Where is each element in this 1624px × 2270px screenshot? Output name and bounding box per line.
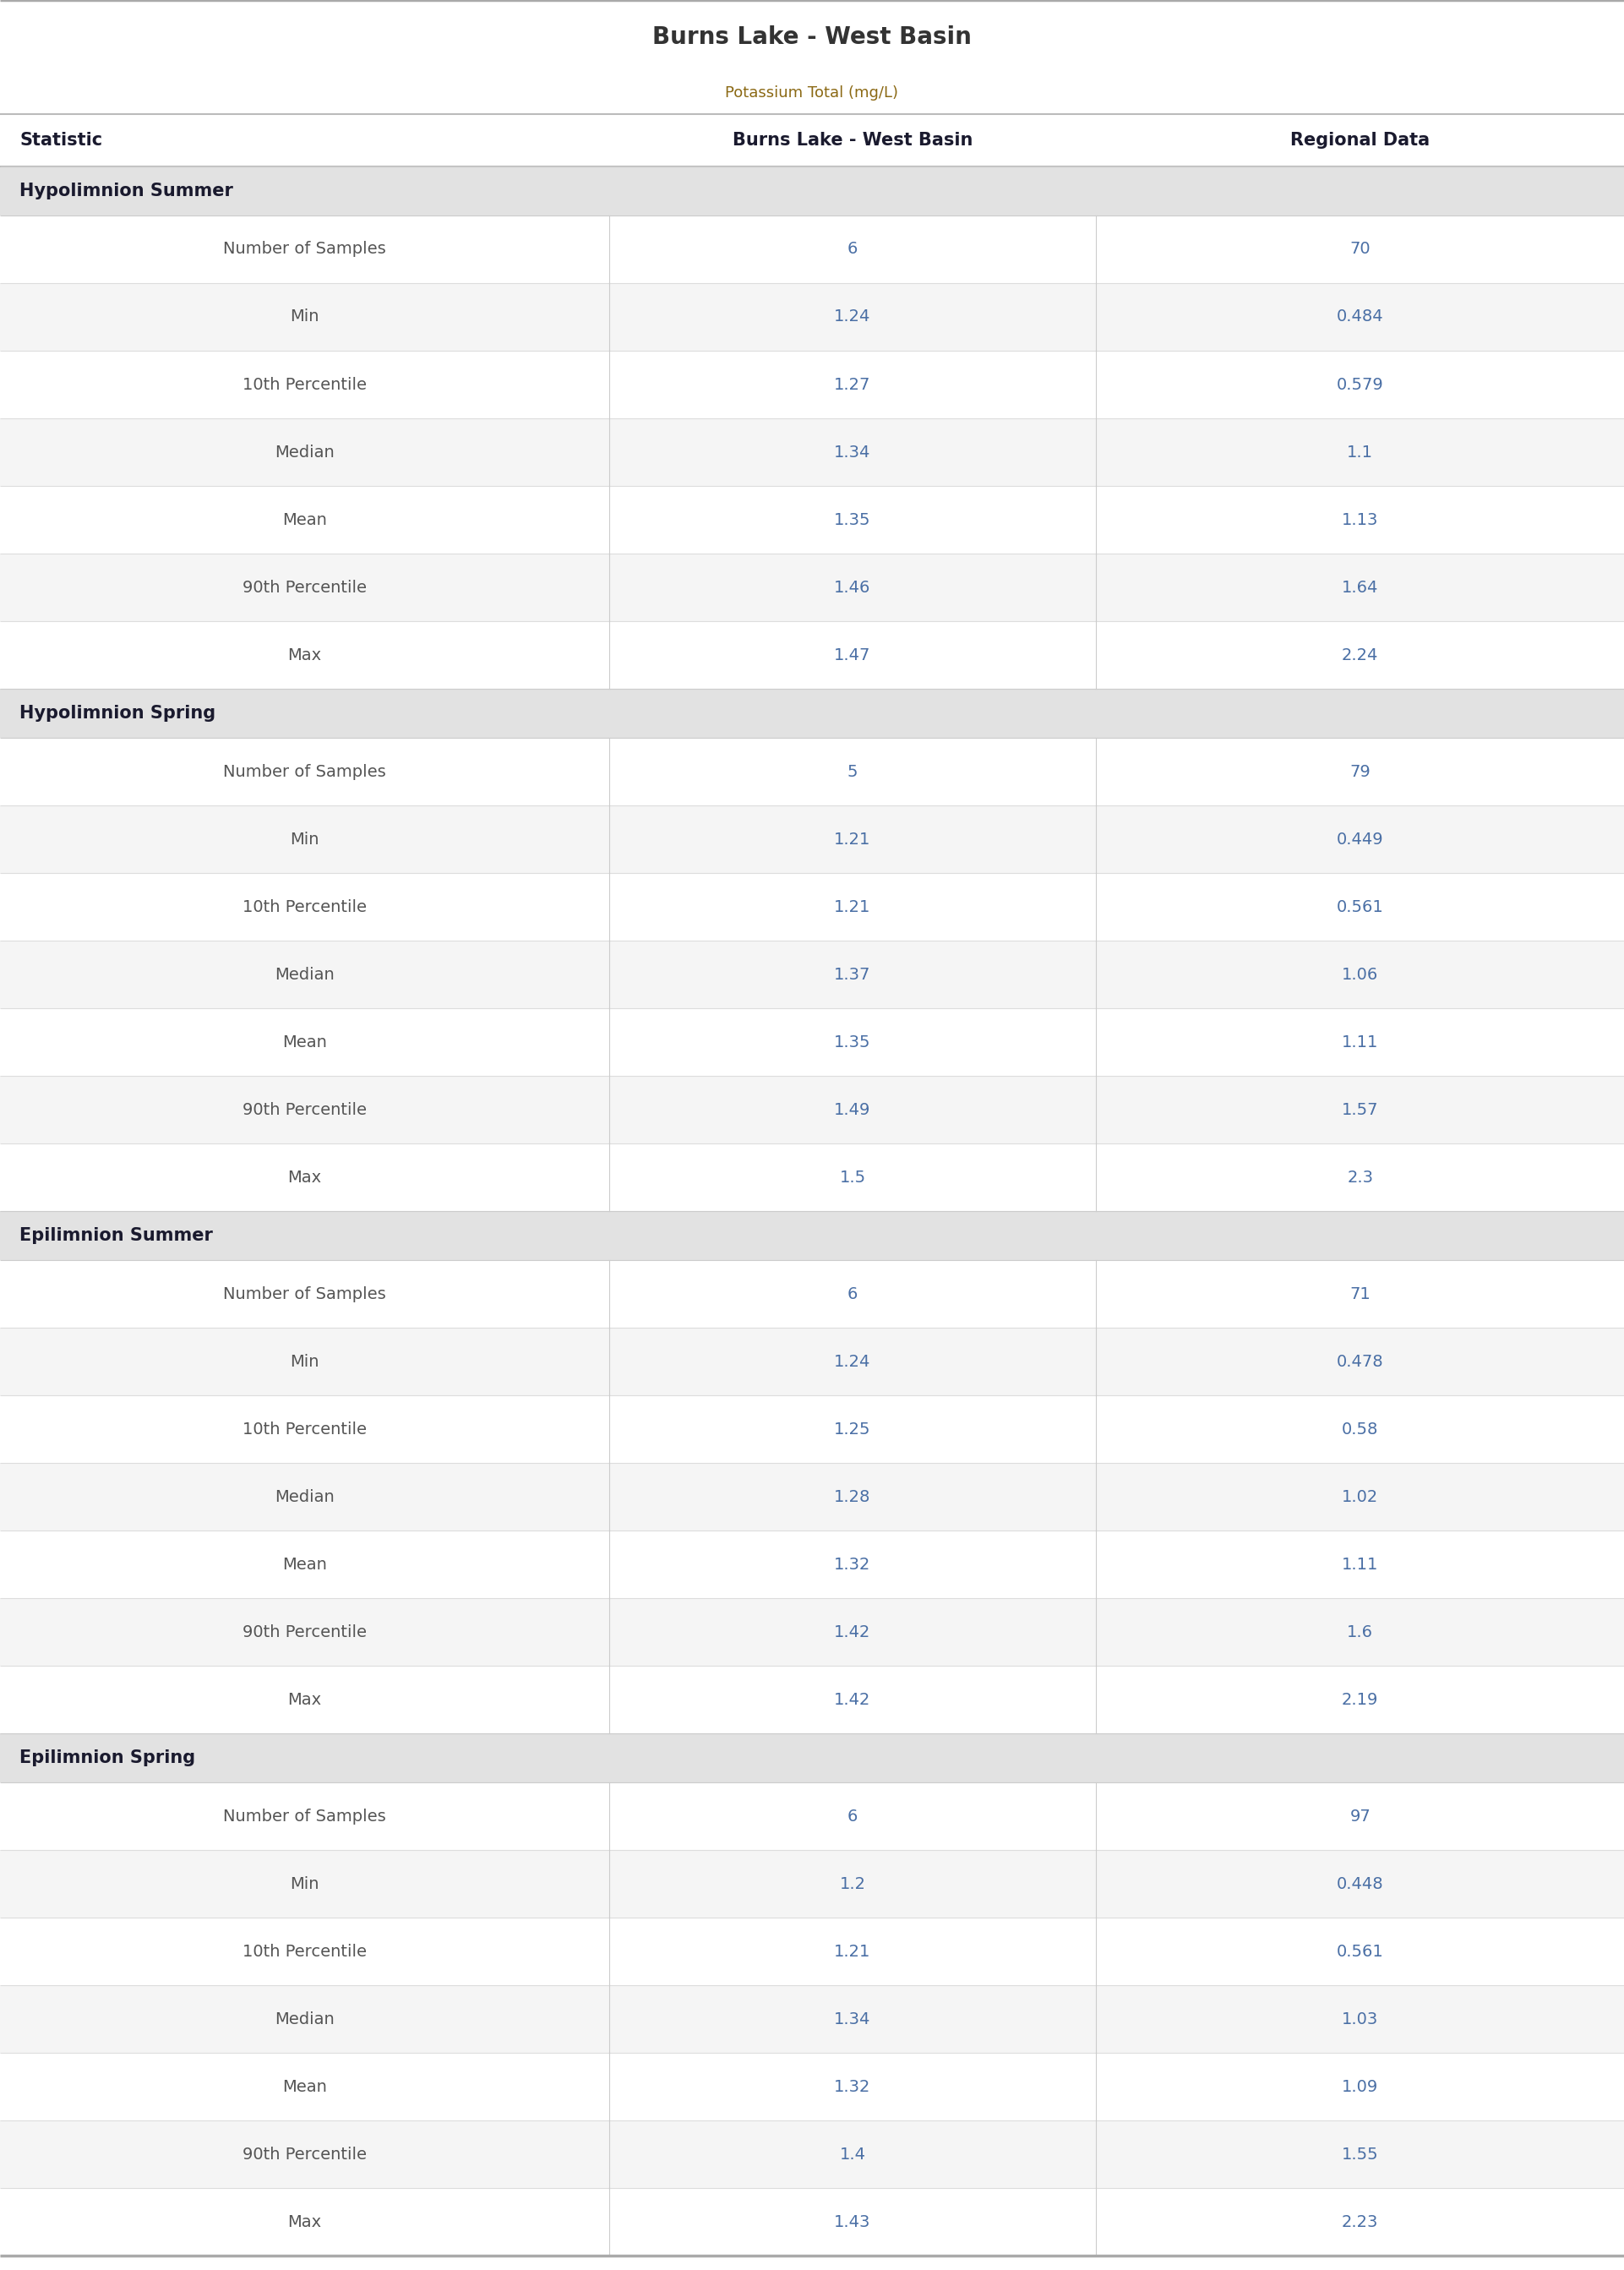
Text: 1.27: 1.27 — [835, 377, 870, 393]
Text: 1.25: 1.25 — [835, 1421, 870, 1437]
Text: 1.24: 1.24 — [835, 309, 870, 325]
Text: 6: 6 — [848, 1809, 857, 1825]
Text: 90th Percentile: 90th Percentile — [242, 1623, 367, 1639]
Text: 1.43: 1.43 — [835, 2213, 870, 2229]
Text: Min: Min — [291, 1353, 318, 1369]
Text: 2.19: 2.19 — [1341, 1691, 1379, 1707]
Text: 0.448: 0.448 — [1337, 1875, 1384, 1891]
Text: Mean: Mean — [283, 2079, 326, 2095]
Text: Epilimnion Spring: Epilimnion Spring — [19, 1750, 195, 1766]
Text: Max: Max — [287, 647, 322, 663]
Text: 1.4: 1.4 — [840, 2145, 866, 2163]
Text: 1.34: 1.34 — [835, 2011, 870, 2027]
Text: 1.03: 1.03 — [1341, 2011, 1379, 2027]
Text: Mean: Mean — [283, 1035, 326, 1051]
Text: Number of Samples: Number of Samples — [222, 1285, 387, 1303]
Text: Median: Median — [274, 2011, 335, 2027]
Text: 10th Percentile: 10th Percentile — [242, 1421, 367, 1437]
Text: Max: Max — [287, 1691, 322, 1707]
Text: Epilimnion Summer: Epilimnion Summer — [19, 1228, 213, 1244]
Text: Min: Min — [291, 1875, 318, 1891]
Text: Median: Median — [274, 445, 335, 461]
Text: Hypolimnion Summer: Hypolimnion Summer — [19, 182, 234, 200]
Text: 5: 5 — [848, 763, 857, 779]
Text: 1.28: 1.28 — [835, 1489, 870, 1505]
Text: 2.23: 2.23 — [1341, 2213, 1379, 2229]
Text: 1.32: 1.32 — [835, 1557, 870, 1573]
Text: Number of Samples: Number of Samples — [222, 241, 387, 257]
Text: 1.37: 1.37 — [835, 967, 870, 983]
Text: 1.5: 1.5 — [840, 1169, 866, 1185]
Text: 0.58: 0.58 — [1341, 1421, 1379, 1437]
Text: Min: Min — [291, 309, 318, 325]
Text: 0.478: 0.478 — [1337, 1353, 1384, 1369]
Text: 1.47: 1.47 — [835, 647, 870, 663]
Text: 1.21: 1.21 — [835, 831, 870, 847]
Text: 1.35: 1.35 — [835, 511, 870, 529]
Text: Number of Samples: Number of Samples — [222, 1809, 387, 1825]
Text: 79: 79 — [1350, 763, 1371, 779]
Text: Statistic: Statistic — [19, 132, 102, 150]
Text: Hypolimnion Spring: Hypolimnion Spring — [19, 704, 216, 722]
Text: 1.35: 1.35 — [835, 1035, 870, 1051]
Text: Median: Median — [274, 967, 335, 983]
Text: 2.24: 2.24 — [1341, 647, 1379, 663]
Text: 1.02: 1.02 — [1341, 1489, 1379, 1505]
Text: Max: Max — [287, 2213, 322, 2229]
Text: 10th Percentile: 10th Percentile — [242, 1943, 367, 1959]
Text: 90th Percentile: 90th Percentile — [242, 2145, 367, 2163]
Text: 1.64: 1.64 — [1341, 579, 1379, 595]
Text: Potassium Total (mg/L): Potassium Total (mg/L) — [726, 86, 898, 100]
Text: 1.49: 1.49 — [835, 1101, 870, 1117]
Text: 1.34: 1.34 — [835, 445, 870, 461]
Text: 1.42: 1.42 — [835, 1691, 870, 1707]
Text: 71: 71 — [1350, 1285, 1371, 1303]
Text: 1.32: 1.32 — [835, 2079, 870, 2095]
Text: Number of Samples: Number of Samples — [222, 763, 387, 779]
Text: 1.11: 1.11 — [1341, 1557, 1379, 1573]
Text: Mean: Mean — [283, 511, 326, 529]
Text: 1.21: 1.21 — [835, 1943, 870, 1959]
Text: 6: 6 — [848, 241, 857, 257]
Text: 1.46: 1.46 — [835, 579, 870, 595]
Text: 0.484: 0.484 — [1337, 309, 1384, 325]
Text: Regional Data: Regional Data — [1291, 132, 1429, 150]
Text: 10th Percentile: 10th Percentile — [242, 899, 367, 915]
Text: 1.06: 1.06 — [1341, 967, 1379, 983]
Text: 0.561: 0.561 — [1337, 899, 1384, 915]
Text: 1.57: 1.57 — [1341, 1101, 1379, 1117]
Text: 1.24: 1.24 — [835, 1353, 870, 1369]
Text: 0.561: 0.561 — [1337, 1943, 1384, 1959]
Text: 97: 97 — [1350, 1809, 1371, 1825]
Text: 1.11: 1.11 — [1341, 1035, 1379, 1051]
Text: 2.3: 2.3 — [1346, 1169, 1374, 1185]
Text: 1.55: 1.55 — [1341, 2145, 1379, 2163]
Text: 0.449: 0.449 — [1337, 831, 1384, 847]
Text: 70: 70 — [1350, 241, 1371, 257]
Text: 90th Percentile: 90th Percentile — [242, 579, 367, 595]
Text: 1.42: 1.42 — [835, 1623, 870, 1639]
Text: 10th Percentile: 10th Percentile — [242, 377, 367, 393]
Text: Mean: Mean — [283, 1557, 326, 1573]
Text: 1.6: 1.6 — [1346, 1623, 1374, 1639]
Text: Min: Min — [291, 831, 318, 847]
Text: Burns Lake - West Basin: Burns Lake - West Basin — [732, 132, 973, 150]
Text: 1.1: 1.1 — [1346, 445, 1374, 461]
Text: 0.579: 0.579 — [1337, 377, 1384, 393]
Text: Burns Lake - West Basin: Burns Lake - West Basin — [653, 25, 971, 50]
Text: 1.13: 1.13 — [1341, 511, 1379, 529]
Text: 1.09: 1.09 — [1341, 2079, 1379, 2095]
Text: 6: 6 — [848, 1285, 857, 1303]
Text: Max: Max — [287, 1169, 322, 1185]
Text: Median: Median — [274, 1489, 335, 1505]
Text: 1.2: 1.2 — [840, 1875, 866, 1891]
Text: 1.21: 1.21 — [835, 899, 870, 915]
Text: 90th Percentile: 90th Percentile — [242, 1101, 367, 1117]
